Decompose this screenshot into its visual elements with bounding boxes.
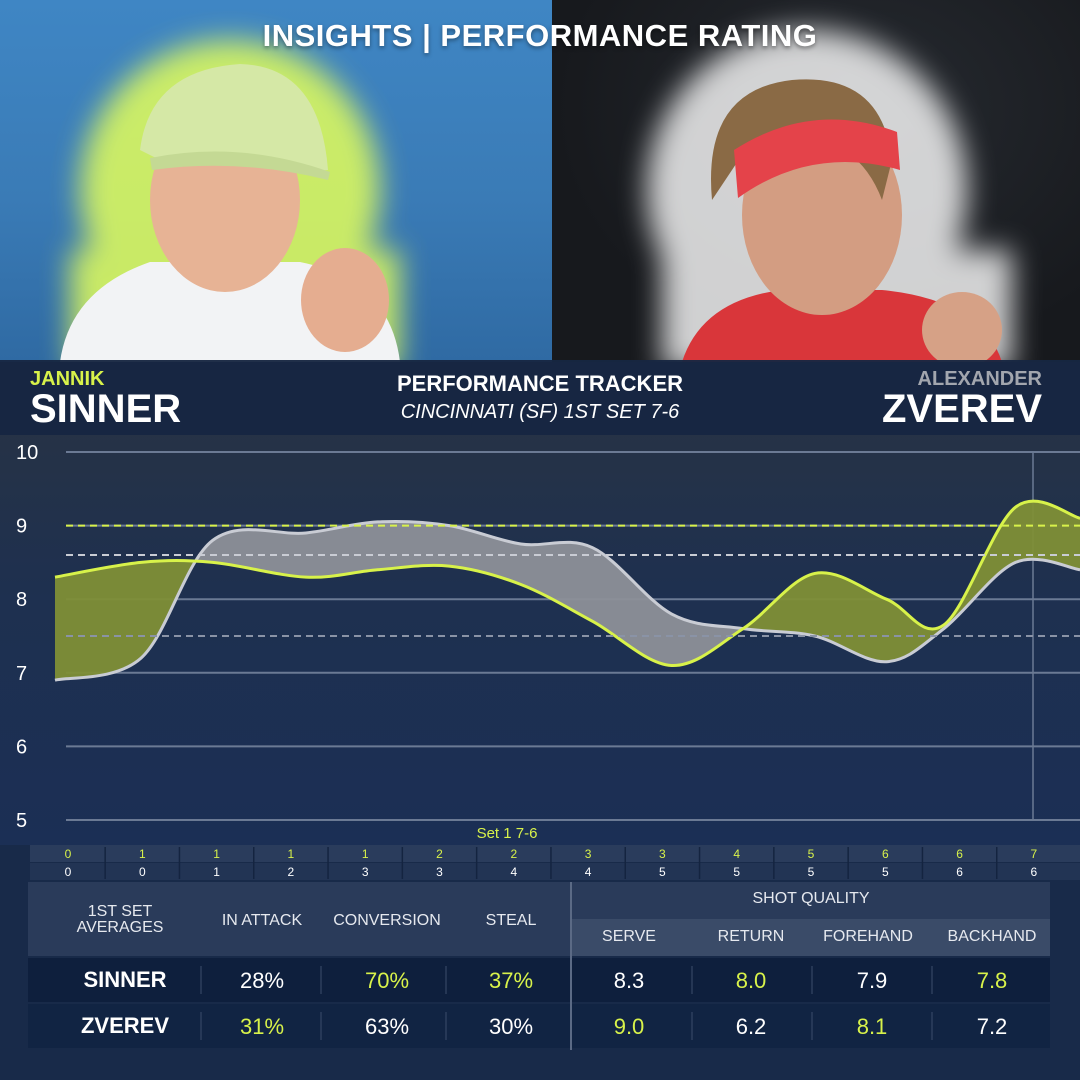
sinner-game-count: 6 [956, 847, 963, 861]
zverev-steal: 30% [488, 1014, 534, 1039]
col-conversion: CONVERSION [333, 912, 441, 929]
sinner-photo [0, 0, 552, 362]
sinner-last-name: SINNER [30, 387, 182, 431]
set-label: Set 1 7-6 [477, 825, 538, 842]
zverev-game-count: 5 [882, 865, 889, 879]
sinner-game-count: 6 [882, 847, 889, 861]
col-return: RETURN [717, 928, 785, 945]
sinner-game-count: 3 [585, 847, 592, 861]
sinner-conversion: 70% [364, 968, 410, 993]
sinner-first-name: JANNIK [30, 368, 105, 390]
y-tick-label: 8 [16, 589, 27, 611]
sinner-line [54, 499, 1080, 667]
row-sinner-background [28, 958, 1050, 1002]
sinner-serve: 8.3 [613, 968, 645, 993]
zverev-game-count: 5 [733, 865, 740, 879]
sinner-illustration [60, 40, 400, 362]
zverev-game-count: 6 [1031, 865, 1038, 879]
zverev-game-count: 5 [808, 865, 815, 879]
header-left-panel [28, 882, 570, 956]
y-tick-label: 9 [16, 516, 27, 538]
sinner-forehand: 7.9 [856, 968, 888, 993]
y-tick-label: 7 [16, 663, 27, 685]
series-lines [54, 499, 1080, 682]
zverev-illustration [647, 30, 1012, 362]
header-band [0, 360, 1080, 435]
sinner-return: 8.0 [735, 968, 767, 993]
corner-label: 1ST SET AVERAGES [76, 903, 164, 936]
zverev-game-count: 5 [659, 865, 666, 879]
tracker-title: PERFORMANCE TRACKER [397, 371, 683, 396]
games-top-strip [30, 845, 1080, 862]
sinner-in-attack: 28% [239, 968, 285, 993]
zverev-in-attack: 31% [239, 1014, 285, 1039]
zverev-game-count: 4 [585, 865, 592, 879]
shot-quality-subheader [572, 919, 1050, 956]
sinner-game-count: 2 [510, 847, 517, 861]
sinner-game-count: 1 [362, 847, 369, 861]
zverev-game-count: 0 [139, 865, 146, 879]
y-axis: 5 6 7 8 9 10 [16, 442, 38, 832]
sinner-game-count: 2 [436, 847, 443, 861]
row-label-sinner: SINNER [83, 967, 167, 992]
col-forehand: FOREHAND [823, 928, 913, 945]
zverev-backhand: 7.2 [976, 1014, 1008, 1039]
zverev-photo [552, 0, 1080, 362]
zverev-game-count: 2 [288, 865, 295, 879]
games-bottom-strip [30, 863, 1080, 880]
zverev-game-count: 3 [436, 865, 443, 879]
col-steal: STEAL [485, 912, 537, 929]
y-tick-label: 6 [16, 736, 27, 758]
tracker-subtitle: CINCINNATI (SF) 1ST SET 7-6 [400, 401, 680, 423]
col-backhand: BACKHAND [947, 928, 1037, 945]
zverev-first-name: ALEXANDER [917, 368, 1042, 390]
shot-quality-header: SHOT QUALITY [752, 890, 870, 907]
y-tick-label: 5 [16, 810, 27, 832]
zverev-game-count: 0 [65, 865, 72, 879]
sinner-game-count: 3 [659, 847, 666, 861]
zverev-game-count: 3 [362, 865, 369, 879]
row-label-zverev: ZVEREV [80, 1013, 170, 1038]
zverev-advantage-area [55, 521, 1080, 681]
zverev-line [54, 519, 1080, 682]
zverev-return: 6.2 [735, 1014, 767, 1039]
zverev-game-count: 1 [213, 865, 220, 879]
difference-fill [55, 501, 1080, 681]
sinner-game-count: 4 [733, 847, 740, 861]
sinner-steal: 37% [488, 968, 534, 993]
col-serve: SERVE [602, 928, 656, 945]
page-title: INSIGHTS | PERFORMANCE RATING [262, 18, 818, 53]
sinner-game-count: 5 [808, 847, 815, 861]
sinner-game-count: 0 [65, 847, 72, 861]
sinner-game-count: 1 [288, 847, 295, 861]
row-zverev-background [28, 1004, 1050, 1048]
col-in-attack: IN ATTACK [221, 912, 303, 929]
zverev-conversion: 63% [364, 1014, 410, 1039]
zverev-game-count: 6 [956, 865, 963, 879]
zverev-game-count: 4 [510, 865, 517, 879]
zverev-serve: 9.0 [613, 1014, 645, 1039]
sinner-game-count: 7 [1031, 847, 1038, 861]
sinner-game-count: 1 [139, 847, 146, 861]
score-strip: Set 1 7-6 0 0 1 0 1 1 1 2 1 3 2 3 2 4 3 4 3 5 4 5 5 5 6 5 6 6 7 6 [30, 825, 1080, 880]
zverev-last-name: ZVEREV [881, 387, 1042, 431]
y-tick-label: 10 [16, 442, 38, 464]
zverev-forehand: 8.1 [856, 1014, 888, 1039]
sinner-backhand: 7.8 [976, 968, 1008, 993]
reference-lines [66, 524, 1080, 637]
stats-table-background [28, 882, 1050, 1050]
sinner-game-count: 1 [213, 847, 220, 861]
stats-table: 1ST SET AVERAGES SHOT QUALITY IN ATTACK … [28, 882, 1050, 1050]
